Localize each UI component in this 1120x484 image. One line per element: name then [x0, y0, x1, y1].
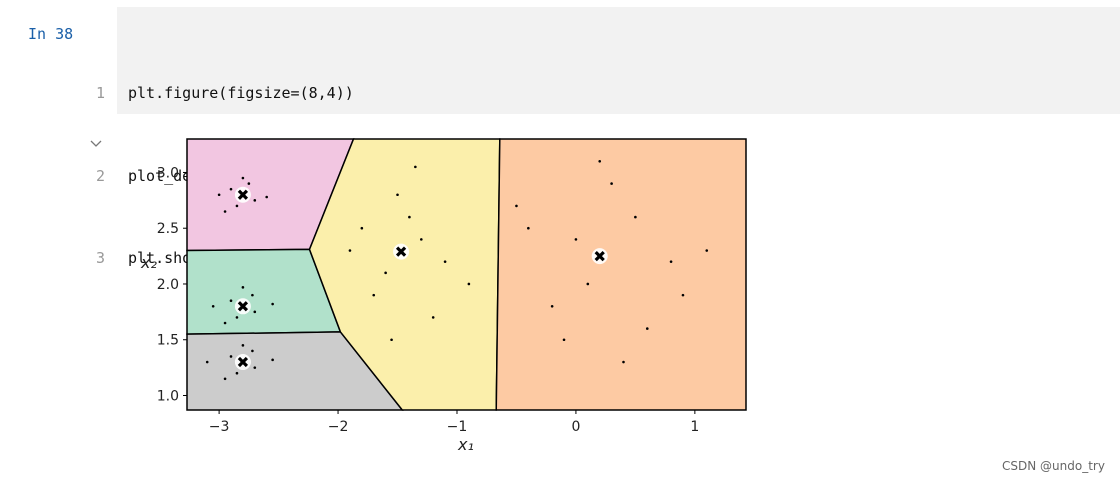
data-point: [622, 360, 625, 364]
data-point: [550, 304, 554, 308]
data-point: [467, 282, 471, 286]
centroid-part: [237, 356, 249, 368]
plot-frame: [186, 138, 747, 411]
code-cell[interactable]: [117, 7, 1120, 114]
data-point: [223, 210, 227, 213]
collapse-toggle[interactable]: [89, 139, 103, 149]
data-point: [408, 215, 411, 219]
x-tick-label: 1: [690, 419, 699, 435]
line-number: 3: [95, 249, 105, 267]
data-point: [265, 195, 268, 199]
centroid: [234, 354, 251, 371]
data-point: [390, 338, 393, 342]
y-tick-label: 2.0: [157, 277, 179, 293]
data-point: [431, 316, 435, 319]
data-point: [574, 238, 578, 241]
data-point: [229, 355, 233, 358]
prompt: In 38: [28, 25, 74, 43]
y-tick-label: 1.0: [157, 389, 179, 405]
data-point: [271, 302, 274, 306]
data-point: [253, 199, 257, 202]
data-point: [253, 366, 257, 369]
data-point: [211, 304, 215, 308]
data-point: [205, 360, 209, 364]
data-point: [634, 215, 637, 219]
y-tick-label: 2.5: [157, 221, 179, 237]
centroid-part: [237, 189, 249, 200]
data-point: [645, 327, 649, 330]
centroid: [591, 248, 608, 265]
data-point: [247, 182, 251, 185]
data-point: [515, 204, 518, 208]
x-tick-label: −3: [209, 419, 230, 435]
data-point: [235, 316, 239, 319]
data-point: [251, 349, 254, 353]
code-line: plt.figure(figsize=(8,4)): [128, 84, 354, 102]
centroid-part: [594, 250, 605, 262]
data-point: [384, 271, 387, 275]
data-point: [414, 165, 417, 169]
y-tick-label: 3.0: [157, 165, 179, 181]
data-point: [598, 160, 602, 163]
data-point: [229, 299, 233, 303]
watermark: CSDN @undo_try: [1002, 459, 1105, 473]
data-point: [229, 187, 233, 191]
data-point: [527, 226, 530, 230]
data-point: [372, 293, 376, 297]
data-point: [681, 293, 685, 297]
data-point: [586, 282, 590, 286]
x-tick-label: 0: [571, 419, 580, 435]
data-point: [223, 377, 227, 381]
centroid: [393, 243, 410, 260]
data-point: [705, 249, 709, 252]
x-tick-label: −1: [447, 419, 468, 435]
x-axis-label: x₁: [457, 435, 474, 454]
centroid: [234, 298, 251, 315]
data-point: [396, 193, 399, 197]
data-point: [253, 310, 257, 314]
data-point: [241, 344, 245, 347]
line-numbers: 1 2 3: [95, 25, 105, 300]
data-point: [610, 182, 613, 185]
data-point: [360, 226, 364, 230]
data-point: [235, 204, 239, 208]
data-point: [271, 358, 274, 362]
y-tick-label: 1.5: [157, 333, 179, 349]
data-point: [420, 238, 423, 241]
x-tick-label: −2: [328, 419, 349, 435]
y-axis-label: x₂: [140, 253, 157, 272]
data-point: [217, 193, 221, 197]
region: [495, 138, 747, 411]
data-point: [562, 338, 566, 342]
data-point: [241, 176, 245, 180]
line-number: 1: [95, 84, 105, 102]
centroid: [234, 186, 251, 203]
data-point: [223, 321, 227, 325]
data-point: [669, 260, 673, 263]
data-point: [348, 249, 352, 252]
data-point: [235, 371, 239, 375]
data-point: [251, 293, 254, 297]
centroid-part: [237, 301, 249, 312]
centroid-part: [395, 246, 407, 257]
data-point: [241, 286, 245, 289]
line-number: 2: [95, 166, 105, 185]
data-point: [443, 260, 447, 263]
